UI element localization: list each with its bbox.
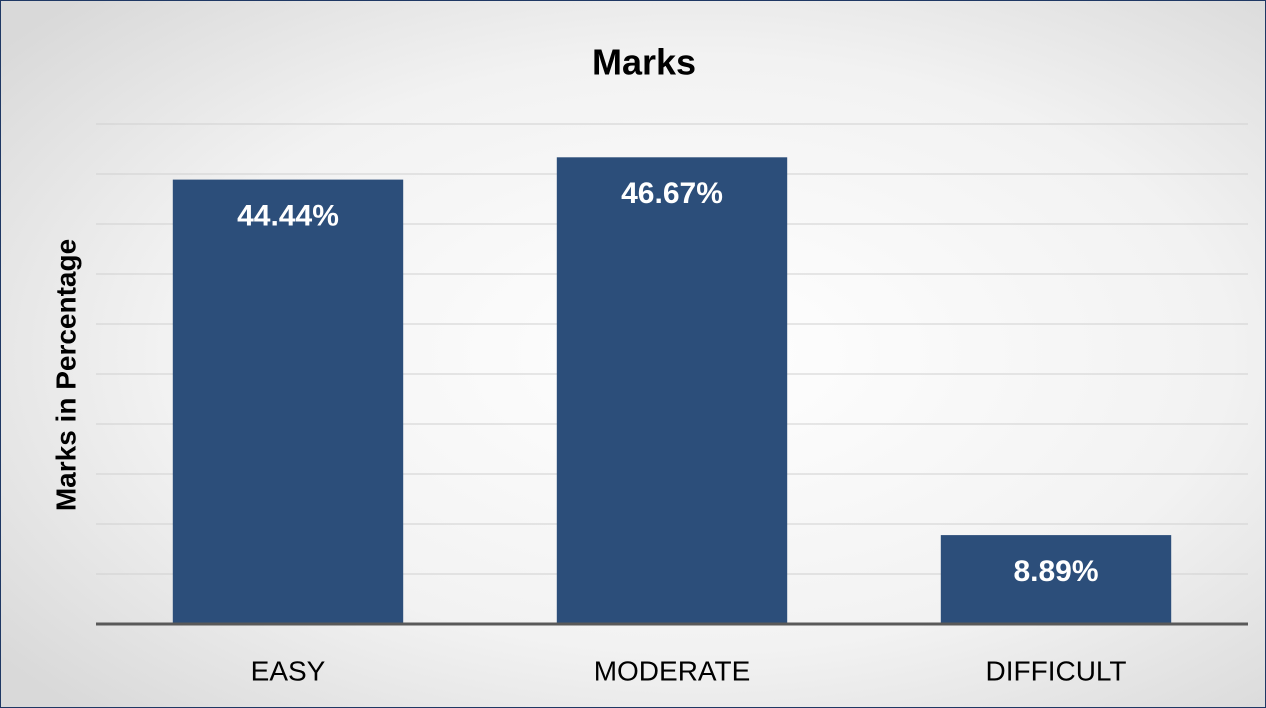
y-axis-label: Marks in Percentage [50,239,81,511]
x-tick-label: MODERATE [594,655,751,686]
bar [172,179,404,624]
data-label: 44.44% [237,200,339,233]
bar [940,535,1172,624]
data-label: 46.67% [621,177,723,210]
data-label: 8.89% [1013,555,1098,588]
x-tick-label: EASY [251,655,326,686]
x-tick-label: DIFFICULT [985,655,1126,686]
bar [556,157,788,625]
chart-title: Marks [592,42,696,83]
